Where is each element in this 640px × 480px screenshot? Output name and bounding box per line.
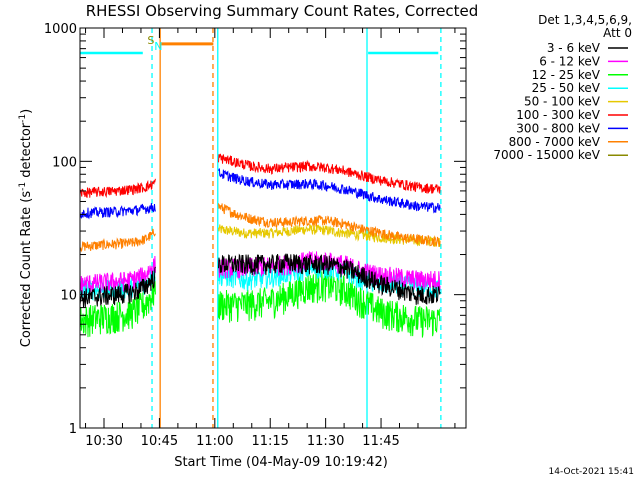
- chart-title: RHESSI Observing Summary Count Rates, Co…: [86, 2, 479, 20]
- series-line-6: [218, 168, 441, 214]
- axes: 1 10 100 1000 10:30 10:45 11:00 11:15 11:30 11:45: [44, 22, 467, 449]
- x-tick-label: 11:00: [196, 434, 233, 449]
- series-line-4: [218, 223, 441, 247]
- x-tick-label: 11:15: [251, 434, 288, 449]
- y-axis-label-part: ): [19, 109, 34, 114]
- x-axis-label: Start Time (04-May-09 10:19:42): [174, 455, 388, 470]
- series-line-5: [79, 178, 156, 199]
- series-line-5: [218, 153, 441, 195]
- footer-timestamp: 14-Oct-2021 15:41: [549, 467, 634, 477]
- legend-entry-label: 800 - 7000 keV: [509, 135, 601, 149]
- legend-entry-label: 300 - 800 keV: [516, 121, 600, 135]
- y-tick-label: 1000: [44, 22, 77, 37]
- x-tick-label: 11:45: [362, 434, 399, 449]
- legend-entry-label: 25 - 50 keV: [532, 81, 601, 95]
- series-line-7: [79, 228, 156, 253]
- x-tick-label: 11:30: [307, 434, 344, 449]
- legend-entry-label: 6 - 12 keV: [539, 54, 601, 68]
- series-line-2: [218, 270, 441, 338]
- y-axis-label-part: Corrected Count Rate (s: [19, 191, 34, 348]
- series-line-0: [218, 253, 441, 305]
- series-line-7: [218, 203, 441, 247]
- plot-frame: [79, 27, 467, 429]
- legend-entry-label: 12 - 25 keV: [532, 68, 601, 82]
- legend-header-line-2: Att 0: [603, 26, 632, 40]
- y-axis-label-part: detector: [19, 122, 34, 182]
- x-tick-label: 10:30: [85, 434, 122, 449]
- series-line-0: [79, 266, 156, 308]
- marker-s-label: S: [147, 34, 154, 47]
- y-tick-label: 1: [69, 422, 77, 437]
- legend-entry-label: 50 - 100 keV: [524, 95, 601, 109]
- y-tick-label: 100: [52, 155, 77, 170]
- y-axis-label-superscript: -1: [18, 114, 28, 123]
- marker-n-label: N: [154, 40, 162, 53]
- y-axis-label-superscript: -1: [18, 182, 28, 191]
- legend-entry-label: 100 - 300 keV: [516, 108, 600, 122]
- y-tick-label: 10: [60, 289, 77, 304]
- series-line-2: [79, 276, 156, 338]
- legend-entry-label: 7000 - 15000 keV: [493, 148, 600, 162]
- x-tick-label: 10:45: [141, 434, 178, 449]
- legend-entry-label: 3 - 6 keV: [547, 41, 601, 55]
- series-line-6: [79, 202, 156, 220]
- legend-header-line-1: Det 1,3,4,5,6,9,: [538, 13, 632, 27]
- y-axis-label: Corrected Count Rate (s-1 detector-1): [18, 109, 34, 347]
